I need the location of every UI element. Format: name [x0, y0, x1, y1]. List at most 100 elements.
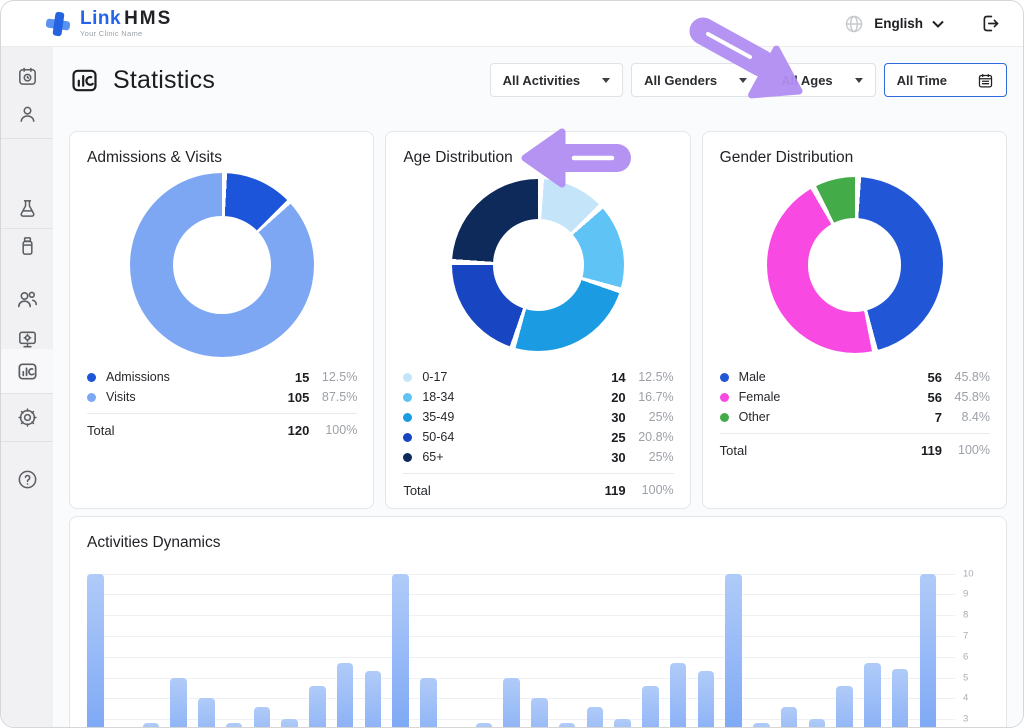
y-axis-tick-label: 10 [963, 568, 974, 580]
activity-bar [753, 723, 770, 727]
legend-value: 30 [611, 449, 626, 465]
legend-percent: 16.7% [638, 390, 674, 404]
sidebar-item-laboratory[interactable] [1, 188, 53, 228]
total-percent: 100% [325, 423, 358, 437]
legend-value: 14 [611, 369, 626, 385]
activity-bar [697, 671, 714, 727]
legend-percent: 12.5% [321, 370, 358, 384]
card-title: Gender Distribution [719, 149, 854, 166]
gridline [87, 719, 955, 721]
sidebar-item-settings[interactable] [1, 397, 53, 437]
brand-name-primary: Link [80, 8, 122, 30]
monitor-gear-icon [18, 331, 36, 347]
total-value: 119 [921, 442, 942, 458]
question-icon [18, 470, 36, 488]
sidebar-item-patients[interactable] [1, 94, 53, 134]
activity-bar [420, 677, 437, 727]
sidebar-item-appointments[interactable] [1, 56, 53, 96]
legend-value: 7 [934, 409, 942, 425]
y-axis-tick-label: 3 [963, 713, 969, 725]
clinic-cross-icon [45, 10, 71, 37]
activity-bar [364, 671, 381, 727]
logout-icon[interactable] [980, 13, 1001, 34]
sidebar-item-pharmacy[interactable] [1, 226, 53, 266]
sidebar-item-monitoring[interactable] [1, 319, 53, 359]
sidebar-item-help[interactable] [1, 459, 53, 499]
legend-row: Other 7 8.4% [719, 407, 990, 427]
legend-label: Other [738, 410, 770, 424]
legend-row: Female 56 45.8% [719, 387, 990, 407]
gridline [87, 677, 955, 679]
legend-value: 30 [611, 409, 626, 425]
gender-distribution-donut [766, 177, 943, 353]
activity-bar [309, 685, 326, 727]
legend-value: 105 [287, 389, 310, 405]
legend-percent: 45.8% [954, 390, 990, 404]
legend: Admissions 15 12.5% Visits 105 87.5% Tota… [87, 367, 358, 440]
calendar-icon [978, 73, 993, 88]
filter-label: All Ages [781, 72, 833, 88]
legend-row: Visits 105 87.5% [87, 387, 357, 407]
legend-dot [403, 372, 413, 382]
activity-bar [392, 573, 409, 727]
total-percent: 100% [641, 483, 674, 497]
filter-label: All Activities [502, 72, 581, 88]
legend-percent: 45.8% [954, 370, 990, 384]
card-activities-dynamics: Activities Dynamics 10 9 8 7 6 5 4 3 [69, 516, 1007, 727]
legend-label: Female [738, 390, 781, 404]
admissions-visits-donut [130, 173, 315, 357]
legend-row: 0-17 14 12.5% [403, 367, 674, 387]
chevron-down-icon [739, 77, 748, 83]
y-axis-tick-label: 4 [963, 692, 969, 704]
legend-row: 35-49 30 25% [403, 407, 674, 427]
legend-row: Admissions 15 12.5% [87, 367, 357, 387]
filter-all-activities[interactable]: All Activities [489, 63, 624, 97]
main-content: Statistics All Activities All Genders Al… [53, 46, 1023, 727]
legend-label: Admissions [106, 370, 170, 384]
total-row: Total 119 100% [403, 480, 673, 500]
filter-all-genders[interactable]: All Genders [631, 63, 761, 97]
activity-bar [198, 698, 215, 727]
legend-dot [403, 392, 413, 402]
brand-name-secondary: HMS [124, 8, 173, 30]
total-value: 119 [604, 482, 626, 498]
total-label: Total [403, 482, 431, 498]
sidebar-item-staff[interactable] [1, 279, 53, 319]
legend-dot [403, 412, 413, 422]
activity-bar [586, 706, 603, 727]
legend-dot [87, 372, 96, 382]
activity-bar [836, 685, 853, 727]
sidebar-item-statistics-icon-wrap[interactable] [1, 351, 53, 391]
y-axis-tick-label: 8 [963, 609, 969, 621]
activity-bar [725, 573, 742, 727]
activity-bar [780, 706, 798, 727]
flask-icon [19, 199, 35, 217]
language-selector[interactable]: English [874, 16, 944, 31]
activity-bar [891, 669, 909, 727]
legend-dot [403, 432, 413, 442]
total-row: Total 119 100% [720, 440, 990, 460]
legend-row: 18-34 20 16.7% [403, 387, 674, 407]
legend-percent: 25% [648, 450, 674, 464]
legend-percent: 87.5% [321, 390, 358, 404]
filter-all-time[interactable]: All Time [883, 63, 1007, 97]
total-percent: 100% [958, 443, 990, 457]
brand-logo[interactable]: Link HMS Your Clinic Name [45, 9, 172, 38]
user-icon [20, 106, 34, 122]
activity-bar [253, 706, 270, 727]
total-row: Total 120 100% [87, 420, 357, 440]
legend-label: 50-64 [422, 430, 455, 444]
filters-bar: All Activities All Genders All Ages All … [489, 63, 1007, 97]
filter-all-ages[interactable]: All Ages [768, 63, 876, 97]
legend-percent: 25% [648, 410, 674, 424]
sidebar-item-statistics[interactable] [1, 349, 53, 393]
activity-bar [558, 723, 576, 727]
activity-bar [669, 663, 687, 727]
sidebar [1, 46, 53, 727]
total-value: 120 [287, 422, 310, 438]
bar-chart-icon [17, 362, 37, 380]
y-axis-tick-label: 9 [963, 588, 969, 600]
total-label: Total [719, 442, 748, 458]
legend-value: 20 [611, 389, 626, 405]
legend-value: 56 [927, 369, 942, 385]
